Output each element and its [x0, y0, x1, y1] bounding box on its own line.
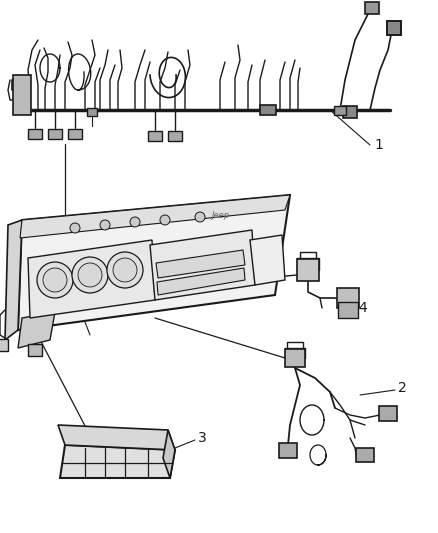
Bar — [343, 106, 357, 118]
Bar — [28, 344, 42, 356]
Text: 4: 4 — [358, 301, 367, 315]
Bar — [148, 131, 162, 141]
Bar — [168, 131, 182, 141]
Circle shape — [78, 263, 102, 287]
Bar — [28, 129, 42, 139]
Polygon shape — [60, 445, 175, 478]
Polygon shape — [58, 425, 175, 450]
Bar — [334, 106, 346, 115]
Circle shape — [100, 220, 110, 230]
Polygon shape — [28, 240, 155, 318]
Polygon shape — [157, 268, 245, 295]
Text: 3: 3 — [198, 431, 207, 445]
Text: Jeep: Jeep — [211, 211, 229, 220]
Polygon shape — [20, 195, 290, 238]
Circle shape — [160, 215, 170, 225]
Bar — [0, 339, 8, 351]
Text: 1: 1 — [374, 138, 383, 152]
Circle shape — [70, 223, 80, 233]
Polygon shape — [150, 230, 255, 300]
Bar — [285, 349, 305, 367]
Circle shape — [107, 252, 143, 288]
Bar — [297, 259, 319, 281]
Text: 2: 2 — [398, 381, 407, 395]
Bar — [387, 21, 401, 35]
Circle shape — [72, 257, 108, 293]
Bar — [365, 2, 379, 14]
Bar — [87, 108, 97, 116]
Bar — [260, 105, 276, 115]
Circle shape — [37, 262, 73, 298]
Bar — [337, 288, 359, 308]
Circle shape — [195, 212, 205, 222]
Bar — [338, 302, 358, 318]
Bar — [279, 442, 297, 457]
Polygon shape — [18, 195, 290, 330]
Bar — [68, 129, 82, 139]
Polygon shape — [163, 430, 175, 478]
Circle shape — [113, 258, 137, 282]
Bar — [13, 75, 31, 115]
Polygon shape — [18, 312, 55, 348]
Polygon shape — [250, 235, 285, 285]
Bar — [379, 406, 397, 421]
Polygon shape — [156, 250, 245, 278]
Circle shape — [43, 268, 67, 292]
Bar — [48, 129, 62, 139]
Bar — [356, 448, 374, 462]
Polygon shape — [5, 220, 22, 340]
Circle shape — [130, 217, 140, 227]
